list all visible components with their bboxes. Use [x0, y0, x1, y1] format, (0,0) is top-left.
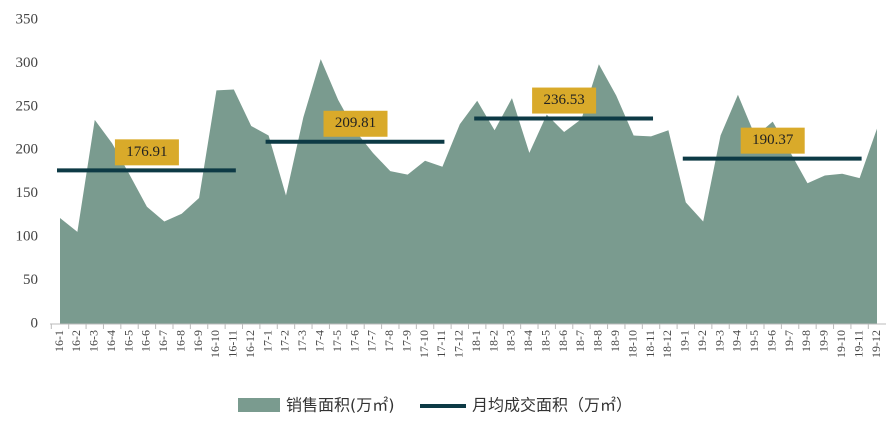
x-tick-label: 19-10	[834, 330, 848, 358]
y-tick-label: 350	[16, 11, 39, 27]
x-tick-label: 16-9	[191, 330, 205, 352]
y-tick-label: 0	[31, 315, 39, 331]
y-tick-label: 250	[16, 98, 39, 114]
average-label-box	[114, 139, 179, 166]
x-tick-label: 19-6	[764, 330, 778, 352]
x-tick-label: 17-8	[382, 330, 396, 352]
x-tick-label: 19-9	[817, 330, 831, 352]
x-tick-label: 18-11	[643, 330, 657, 358]
x-tick-label: 19-2	[695, 330, 709, 352]
average-label: 236.53	[543, 92, 584, 108]
y-tick-label: 100	[16, 229, 39, 245]
average-label-box	[740, 127, 805, 154]
x-tick-label: 19-3	[712, 330, 726, 352]
x-tick-label: 16-2	[69, 330, 83, 352]
y-tick-label: 150	[16, 185, 39, 201]
x-tick-label: 16-4	[104, 330, 118, 352]
x-tick-label: 17-1	[260, 330, 274, 352]
x-tick-label: 17-12	[452, 330, 466, 358]
x-tick-label: 18-7	[573, 330, 587, 352]
x-tick-label: 19-4	[730, 330, 744, 352]
x-tick-label: 16-5	[121, 330, 135, 352]
x-tick-label: 19-11	[851, 330, 865, 358]
y-tick-label: 200	[16, 142, 39, 158]
x-tick-label: 17-5	[330, 330, 344, 352]
area	[60, 59, 877, 324]
x-tick-label: 19-1	[678, 330, 692, 352]
x-tick-label: 16-6	[139, 330, 153, 352]
x-tick-label: 16-11	[226, 330, 240, 358]
x-tick-label: 17-2	[278, 330, 292, 352]
y-tick-label: 50	[23, 272, 38, 288]
x-tick-label: 18-12	[660, 330, 674, 358]
x-tick-label: 16-12	[243, 330, 257, 358]
x-tick-label: 17-3	[295, 330, 309, 352]
y-tick-label: 300	[16, 55, 39, 71]
x-tick-label: 18-6	[556, 330, 570, 352]
legend-label: 销售面积(万㎡)	[286, 396, 395, 415]
x-tick-label: 19-5	[747, 330, 761, 352]
legend-swatch	[238, 398, 280, 412]
x-tick-label: 17-6	[347, 330, 361, 352]
x-tick-label: 18-1	[469, 330, 483, 352]
x-tick-label: 17-7	[365, 330, 379, 352]
average-label: 176.91	[126, 144, 167, 160]
x-tick-label: 17-9	[399, 330, 413, 352]
x-tick-label: 18-10	[625, 330, 639, 358]
average-label: 190.37	[752, 132, 794, 148]
x-tick-label: 16-7	[156, 330, 170, 352]
x-tick-label: 19-7	[782, 330, 796, 352]
x-tick-label: 18-4	[521, 330, 535, 352]
legend-label: 月均成交面积（万㎡）	[472, 396, 632, 415]
x-tick-label: 17-10	[417, 330, 431, 358]
x-tick-label: 18-3	[504, 330, 518, 352]
x-tick-label: 16-1	[52, 330, 66, 352]
x-tick-label: 16-10	[208, 330, 222, 358]
average-label: 209.81	[335, 115, 376, 131]
x-tick-label: 17-11	[434, 330, 448, 358]
x-tick-label: 16-8	[173, 330, 187, 352]
x-tick-label: 18-2	[486, 330, 500, 352]
average-label-box	[323, 110, 388, 137]
x-tick-label: 18-9	[608, 330, 622, 352]
average-label-box	[532, 87, 597, 114]
x-tick-label: 16-3	[87, 330, 101, 352]
x-tick-label: 18-8	[591, 330, 605, 352]
x-tick-label: 19-12	[869, 330, 883, 358]
x-tick-label: 17-4	[312, 330, 326, 352]
x-tick-label: 18-5	[538, 330, 552, 352]
x-tick-label: 19-8	[799, 330, 813, 352]
